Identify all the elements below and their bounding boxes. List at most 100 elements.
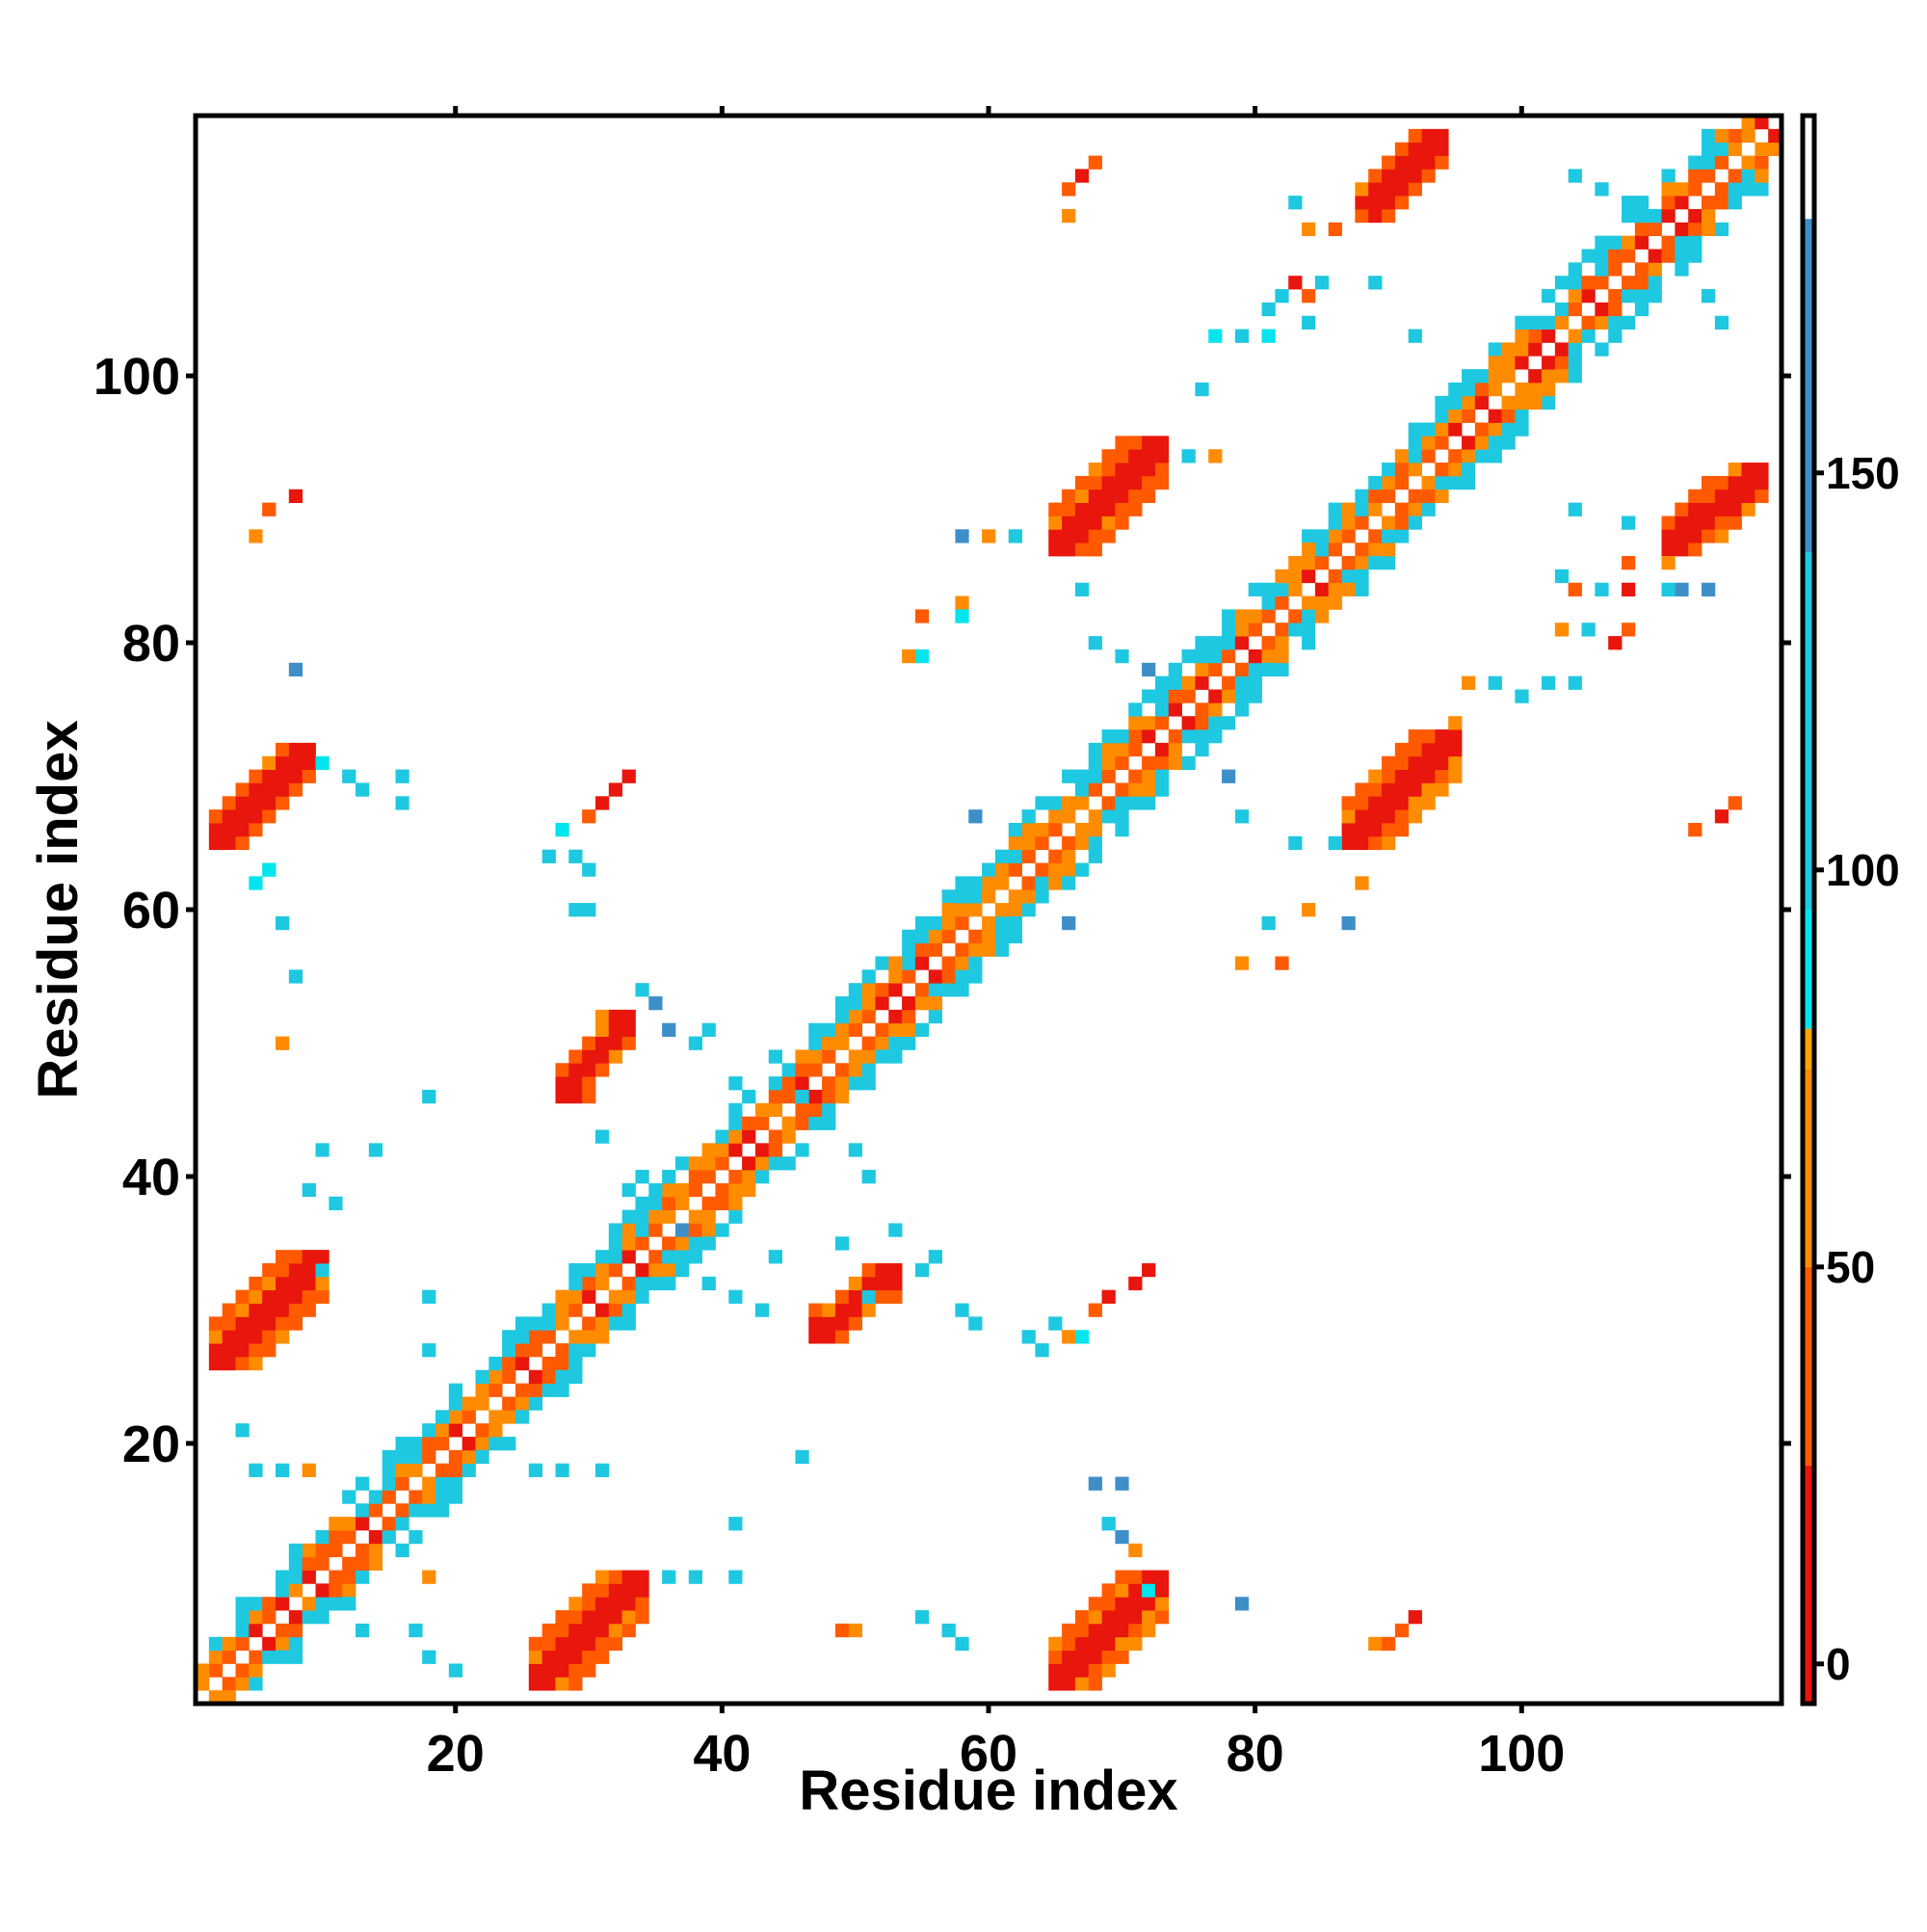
heatmap-cell: [1008, 529, 1022, 543]
heatmap-cell: [1154, 689, 1170, 703]
heatmap-cell: [1382, 208, 1396, 224]
heatmap-cell: [1101, 1583, 1116, 1598]
heatmap-cell: [555, 1356, 569, 1371]
heatmap-cell: [1088, 1610, 1102, 1625]
heatmap-cell: [914, 929, 930, 944]
heatmap-cell: [902, 996, 916, 1011]
heatmap-cell: [1568, 356, 1582, 370]
heatmap-cell: [1408, 436, 1422, 450]
heatmap-cell: [275, 1262, 290, 1278]
heatmap-cell: [1088, 636, 1102, 650]
heatmap-cell: [1154, 449, 1170, 463]
heatmap-cell: [1101, 1650, 1116, 1664]
heatmap-cell: [1394, 449, 1410, 463]
heatmap-cell: [582, 1583, 596, 1598]
heatmap-cell: [302, 769, 316, 783]
heatmap-cell: [235, 1610, 250, 1625]
heatmap-cell: [1688, 822, 1703, 837]
heatmap-cell: [1222, 622, 1236, 637]
heatmap-cell: [848, 1022, 862, 1037]
heatmap-cell: [1368, 782, 1383, 797]
heatmap-cell: [475, 1383, 489, 1397]
heatmap-cell: [208, 835, 224, 851]
heatmap-cell: [902, 1022, 916, 1037]
heatmap-cell: [914, 648, 930, 664]
heatmap-cell: [848, 1289, 862, 1304]
heatmap-cell: [1714, 489, 1729, 504]
heatmap-cell: [1154, 1570, 1170, 1584]
heatmap-cell: [1675, 516, 1689, 530]
heatmap-cell: [902, 929, 916, 944]
heatmap-cell: [1421, 796, 1436, 810]
heatmap-cell: [982, 889, 996, 904]
heatmap-cell: [1088, 1597, 1102, 1611]
heatmap-cell: [1448, 382, 1463, 397]
heatmap-cell: [1728, 463, 1742, 477]
heatmap-cell: [1128, 1543, 1143, 1558]
heatmap-cell: [355, 1570, 370, 1584]
heatmap-cell: [1088, 1663, 1102, 1678]
heatmap-cell: [555, 1316, 569, 1331]
heatmap-cell: [568, 1076, 583, 1091]
heatmap-cell: [1622, 582, 1636, 596]
heatmap-cell: [1368, 556, 1383, 570]
heatmap-cell: [448, 1410, 463, 1424]
heatmap-cell: [1688, 516, 1703, 530]
heatmap-cell: [1634, 289, 1650, 304]
heatmap-cell: [448, 1476, 463, 1491]
heatmap-cell: [1021, 809, 1036, 824]
colorbar-band: [1803, 1028, 1814, 1069]
heatmap-cell: [1222, 609, 1236, 623]
heatmap-cell: [1448, 716, 1463, 730]
heatmap-cell: [701, 1276, 716, 1291]
heatmap-cell: [1355, 182, 1369, 197]
heatmap-cell: [1128, 1623, 1143, 1638]
heatmap-cell: [262, 1316, 277, 1331]
heatmap-cell: [955, 529, 969, 543]
heatmap-cell: [315, 1262, 330, 1278]
heatmap-cell: [621, 1276, 636, 1291]
heatmap-cell: [1421, 742, 1436, 757]
heatmap-cell: [1515, 329, 1529, 343]
heatmap-cell: [475, 1396, 489, 1411]
heatmap-cell: [781, 1089, 796, 1104]
heatmap-cell: [1168, 689, 1182, 703]
heatmap-cell: [1074, 769, 1090, 783]
y-tick-label: 60: [122, 882, 180, 940]
heatmap-cell: [861, 1170, 876, 1184]
heatmap-cell: [502, 1410, 516, 1424]
heatmap-cell: [1195, 662, 1209, 677]
heatmap-cell: [342, 1490, 356, 1504]
heatmap-cell: [968, 929, 983, 944]
heatmap-cell: [1341, 835, 1356, 851]
heatmap-cell: [582, 1049, 596, 1064]
heatmap-cell: [1702, 196, 1716, 210]
heatmap-cell: [249, 1289, 263, 1304]
heatmap-cell: [1622, 276, 1636, 290]
heatmap-cell: [1021, 849, 1036, 863]
heatmap-cell: [742, 1089, 756, 1104]
heatmap-cell: [288, 1262, 304, 1278]
heatmap-cell: [1382, 556, 1396, 570]
heatmap-cell: [1154, 755, 1170, 770]
heatmap-cell: [555, 1076, 569, 1091]
heatmap-cell: [1394, 755, 1410, 770]
heatmap-cell: [982, 915, 996, 931]
heatmap-cell: [1074, 169, 1090, 183]
heatmap-cell: [1275, 622, 1289, 637]
heatmap-cell: [275, 1303, 290, 1317]
heatmap-cell: [1008, 889, 1022, 904]
heatmap-cell: [1181, 716, 1196, 730]
heatmap-cell: [808, 1063, 823, 1077]
colorbar: 0 50 100 150: [1800, 113, 1900, 1707]
heatmap-cells: [196, 116, 1782, 1705]
heatmap-cell: [1074, 796, 1090, 810]
heatmap-cell: [1462, 449, 1476, 463]
heatmap-cell: [1554, 342, 1570, 357]
colorbar-frame: [1800, 113, 1817, 1707]
heatmap-cell: [1128, 796, 1143, 810]
heatmap-cell: [555, 1650, 569, 1664]
heatmap-cell: [528, 1677, 543, 1691]
heatmap-cell: [608, 1289, 623, 1304]
heatmap-cell: [955, 1636, 969, 1652]
